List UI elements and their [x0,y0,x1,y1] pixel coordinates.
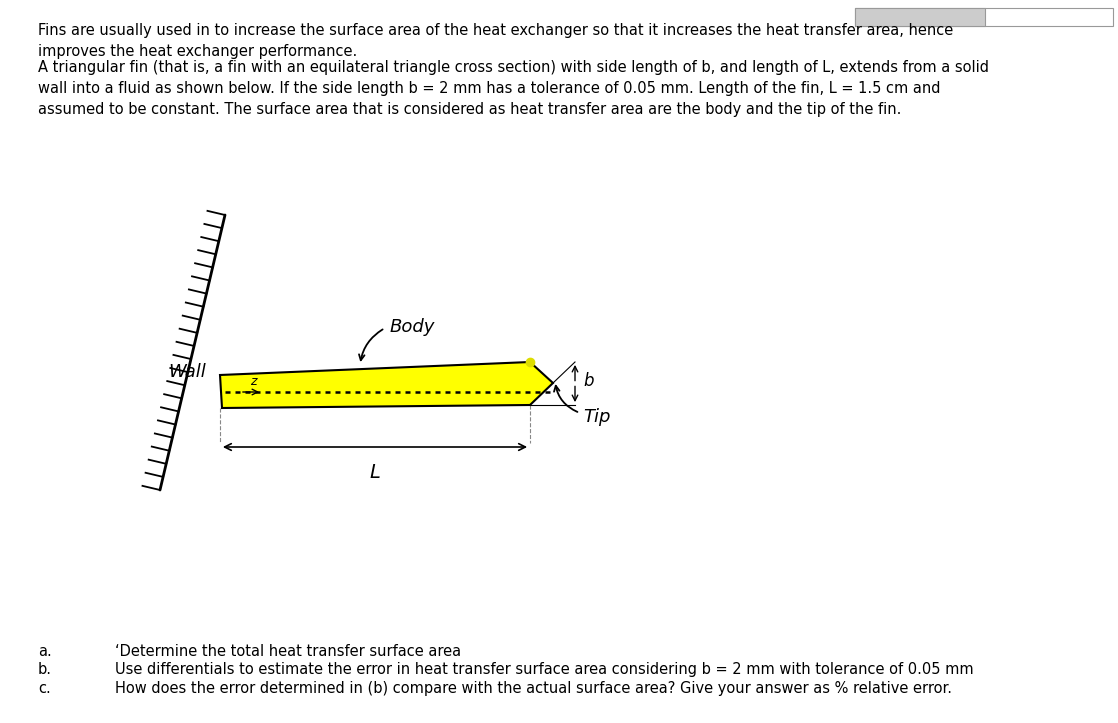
Text: Fins are usually used in to increase the surface area of the heat exchanger so t: Fins are usually used in to increase the… [38,23,954,59]
Text: b.: b. [38,662,53,677]
Text: Body: Body [390,318,435,336]
Text: Tip: Tip [582,408,610,426]
Bar [855,8,1114,26]
Text: ‘Determine the total heat transfer surface area: ‘Determine the total heat transfer surfa… [115,644,461,659]
Text: L: L [370,463,380,482]
Text: Use differentials to estimate the error in heat transfer surface area considerin: Use differentials to estimate the error … [115,662,974,677]
Text: b: b [582,372,594,390]
Text: c.: c. [38,681,50,696]
Bar [855,8,985,26]
Text: z: z [250,375,256,388]
Text: a.: a. [38,644,51,659]
Text: Wall: Wall [168,363,206,381]
Polygon shape [220,362,553,408]
Text: How does the error determined in (b) compare with the actual surface area? Give : How does the error determined in (b) com… [115,681,953,696]
Text: A triangular fin (that is, a fin with an equilateral triangle cross section) wit: A triangular fin (that is, a fin with an… [38,60,989,117]
